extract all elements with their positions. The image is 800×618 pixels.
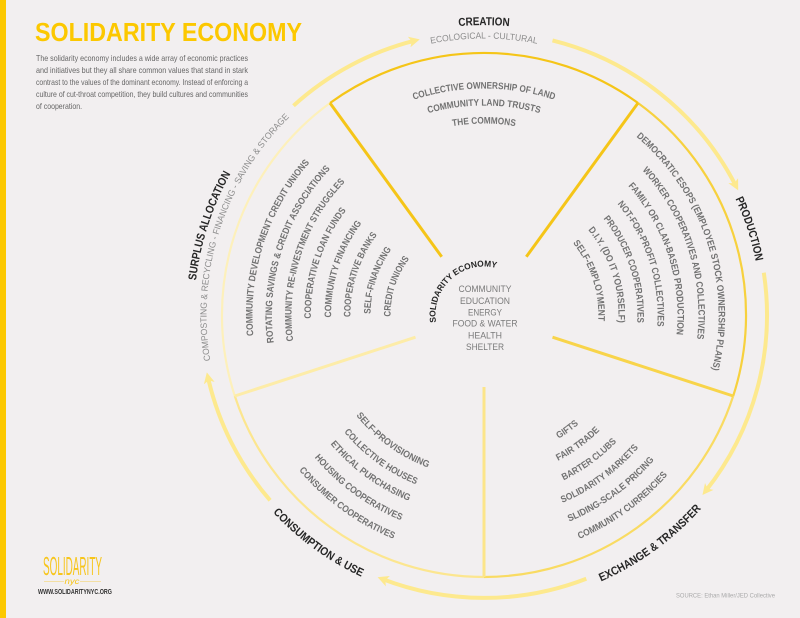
surplus-item: CREDIT UNIONS (382, 254, 411, 316)
intro-line: contrast to the values of the dominant e… (36, 77, 248, 87)
hub-item: HEALTH (468, 330, 502, 340)
hub-item: SHELTER (466, 342, 504, 352)
sector-surplus: SURPLUS ALLOCATION COMPOSTING & RECYCLIN… (187, 112, 412, 362)
hub-item: ENERGY (468, 307, 502, 317)
accent-bar (0, 0, 6, 618)
arrow-to-exchange-icon (702, 272, 769, 496)
intro-paragraph: The solidarity economy includes a wide a… (36, 53, 249, 111)
exchange-item: GIFTS (554, 418, 580, 441)
page-title: SOLIDARITY ECONOMY (35, 17, 302, 47)
solidarity-nyc-logo: SOLIDARITY nyc (43, 551, 102, 586)
intro-line: and initiatives but they all share commo… (36, 65, 249, 75)
spoke-production-exchange (552, 335, 734, 398)
intro-line: of cooperation. (36, 101, 82, 111)
intro-line: The solidarity economy includes a wide a… (36, 53, 248, 63)
creation-item: THE COMMONS (451, 116, 516, 130)
spoke-creation-surplus (328, 102, 443, 258)
arrow-to-creation-icon (292, 36, 420, 108)
surplus-arc (220, 102, 331, 397)
logo-sub: nyc (65, 577, 80, 586)
arrow-to-consumption-icon (377, 576, 588, 600)
hub: SOLIDARITY ECONOMY COMMUNITY EDUCATION E… (427, 258, 518, 352)
spoke-consumption-surplus (234, 335, 416, 398)
source-credit: SOURCE: Ethan Miller/JED Collective (676, 593, 775, 600)
sector-creation: CREATION ECOLOGICAL - CULTURAL COLLECTIV… (411, 16, 556, 129)
intro-line: culture of cut-throat competition, they … (36, 89, 248, 99)
cycle-arrows (203, 36, 769, 600)
consumption-item: SELF-PROVISIONING (354, 410, 431, 470)
hub-item: EDUCATION (460, 296, 510, 306)
sector-spokes (234, 102, 734, 577)
hub-item: COMMUNITY (459, 284, 512, 294)
consumption-arc (233, 395, 485, 579)
arrow-to-production-icon (552, 38, 739, 191)
logo-wordmark: SOLIDARITY (43, 551, 102, 581)
production-arc (637, 102, 748, 397)
exchange-arc (483, 395, 735, 579)
sector-production: PRODUCTION DEMOCRATIC ESOPS (EMPLOYEE ST… (570, 131, 764, 372)
sector-circle (220, 51, 748, 579)
creation-label: CREATION (458, 16, 510, 29)
hub-item: FOOD & WATER (453, 319, 518, 329)
spoke-creation-production (525, 102, 640, 258)
creation-item: COMMUNITY LAND TRUSTS (426, 98, 542, 116)
creation-subtitle: ECOLOGICAL - CULTURAL (429, 31, 538, 46)
arrow-to-surplus-icon (203, 372, 272, 502)
website-url: WWW.SOLIDARITYNYC.ORG (38, 589, 112, 596)
creation-arc (329, 51, 639, 104)
